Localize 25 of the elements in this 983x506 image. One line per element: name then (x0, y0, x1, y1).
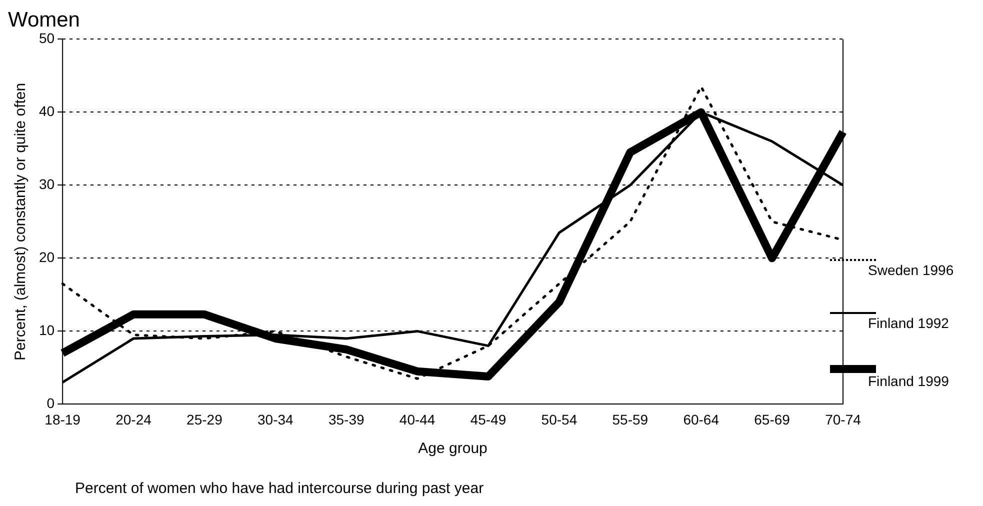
x-tick-label: 35-39 (328, 411, 364, 428)
x-tick-label: 55-59 (612, 411, 648, 428)
y-tick-label: 0 (46, 395, 55, 412)
y-axis-title: Percent, (almost) constantly or quite often (12, 82, 30, 361)
x-tick-label: 40-44 (399, 411, 436, 428)
y-tick-label: 50 (38, 30, 55, 46)
x-tick-label: 70-74 (825, 411, 862, 428)
x-tick-label: 45-49 (470, 411, 506, 428)
x-tick-label: 50-54 (541, 411, 578, 428)
text: Finland 1999 (868, 373, 949, 389)
text: Finland 1992 (868, 314, 949, 330)
text: Sweden 1996 (868, 262, 954, 278)
x-tick-label: 30-34 (258, 411, 294, 428)
x-tick-label: 25-29 (186, 411, 223, 428)
y-tick-label: 30 (38, 176, 55, 192)
text: Percent of women who have had intercourse during past year (75, 480, 484, 497)
x-axis-title: Age group (418, 440, 488, 458)
x-tick-label: 18-19 (44, 411, 81, 428)
y-tick-label: 20 (38, 249, 55, 266)
x-tick-label: 60-64 (683, 411, 720, 428)
x-tick-label: 20-24 (116, 411, 152, 428)
y-tick-label: 40 (38, 103, 55, 120)
chart-title: Women (8, 8, 80, 32)
x-tick-label: 65-69 (754, 411, 790, 428)
y-tick-label: 10 (38, 322, 55, 338)
